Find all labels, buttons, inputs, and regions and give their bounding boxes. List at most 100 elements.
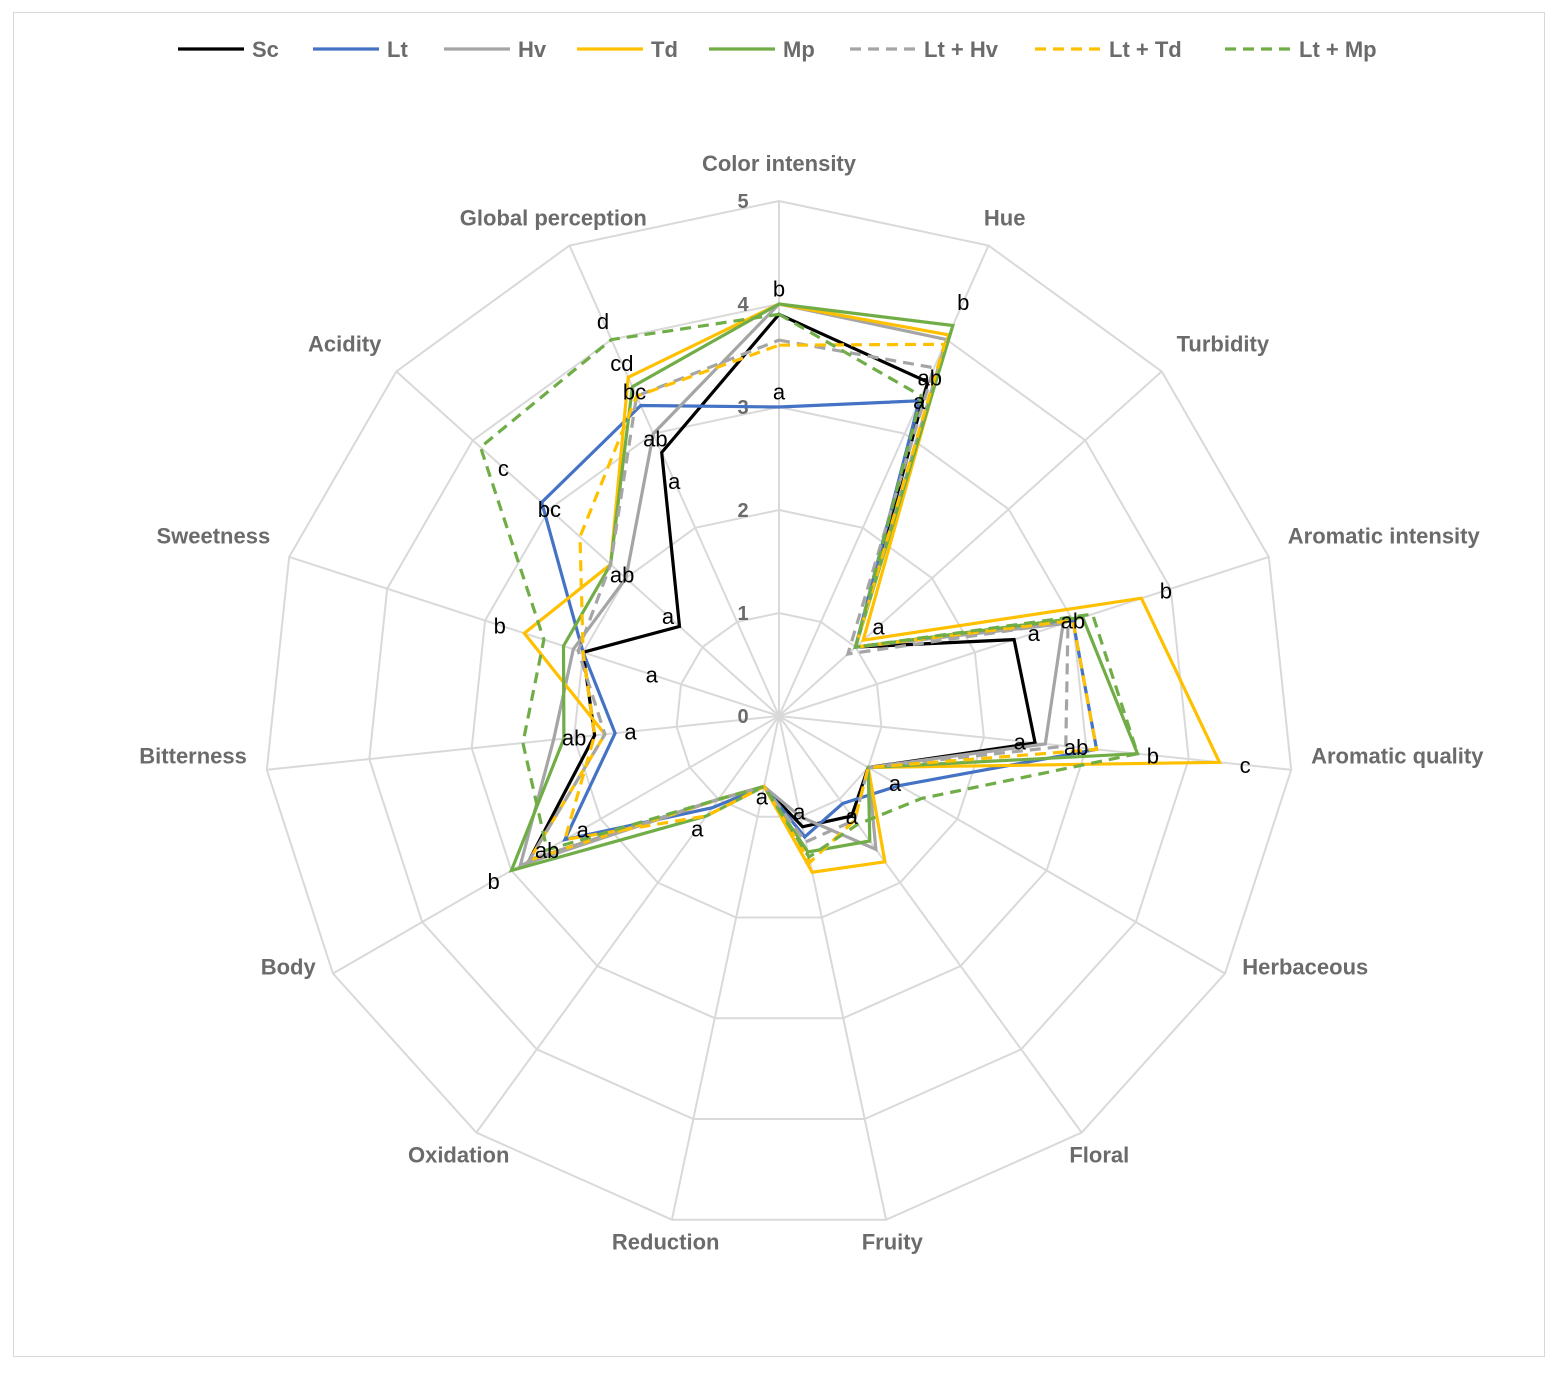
tick-label-4: 4 <box>737 294 749 316</box>
spoke-reduction <box>670 715 780 1220</box>
letter-hue-4: a <box>913 389 926 414</box>
spoke-aromatic-intensity <box>778 555 1270 717</box>
letter-sweetness-24: b <box>494 613 506 638</box>
letter-color-intensity-0: b <box>773 277 785 302</box>
axis-labels: Color intensity Hue Turbidity Aromatic inte… <box>139 151 1484 1255</box>
legend-label-lt-plus-hv: Lt + Hv <box>924 37 999 62</box>
letter-global-perception-30: ab <box>643 426 667 451</box>
letter-acidity-28: c <box>498 456 509 481</box>
spoke-fruity <box>778 715 888 1220</box>
letter-aromatic-quality-9: a <box>1014 729 1027 754</box>
axis-label-herbaceous: Herbaceous <box>1242 955 1368 980</box>
axis-label-oxidation: Oxidation <box>408 1143 509 1168</box>
legend-entry-lt-plus-hv: Lt + Hv <box>850 37 999 62</box>
grid-ring-5 <box>265 199 1293 1221</box>
series-lt-plus-mp <box>478 312 1140 860</box>
legend-label-lt: Lt <box>387 37 408 62</box>
letter-hue-3: ab <box>918 365 942 390</box>
axis-label-color-intensity: Color intensity <box>702 151 857 176</box>
axis-label-acidity: Acidity <box>308 331 382 356</box>
axis-label-floral: Floral <box>1069 1143 1129 1168</box>
legend-label-lt-plus-td: Lt + Td <box>1109 37 1182 62</box>
legend-entry-mp: Mp <box>709 37 815 62</box>
letter-sweetness-23: a <box>646 663 659 688</box>
letter-bitterness-22: ab <box>562 726 586 751</box>
spoke-turbidity <box>778 370 1163 717</box>
letter-turbidity-5: a <box>872 614 885 639</box>
letter-aromatic-intensity-8: a <box>1028 621 1041 646</box>
grid-ring-2 <box>573 508 985 919</box>
axis-label-aromatic-intensity: Aromatic intensity <box>1288 523 1481 548</box>
spoke-global-perception <box>568 245 780 717</box>
spoke-acidity <box>395 370 780 717</box>
letter-acidity-25: a <box>662 604 675 629</box>
axis-label-aromatic-quality: Aromatic quality <box>1311 744 1484 769</box>
legend-entry-lt-plus-td: Lt + Td <box>1035 37 1182 62</box>
legend-entry-sc: Sc <box>178 37 279 62</box>
letter-aromatic-quality-12: c <box>1240 753 1251 778</box>
letter-body-19: ab <box>535 838 559 863</box>
radar-grid <box>265 199 1293 1221</box>
axis-label-reduction: Reduction <box>612 1230 720 1255</box>
letter-global-perception-29: a <box>668 469 681 494</box>
chart-frame <box>13 12 1545 1357</box>
series-lt <box>539 399 1099 842</box>
series-lt-plus-hv <box>525 338 1070 864</box>
axis-label-global-perception: Global perception <box>460 206 647 231</box>
letter-fruity-15: a <box>793 800 806 825</box>
legend-label-hv: Hv <box>518 37 547 62</box>
letter-hue-2: b <box>957 290 969 315</box>
letter-herbaceous-13: a <box>889 771 902 796</box>
spoke-oxidation <box>475 715 780 1134</box>
series-mp <box>508 302 1140 873</box>
legend-entry-td: Td <box>577 37 678 62</box>
spoke-body <box>332 715 780 975</box>
letter-body-20: b <box>487 869 499 894</box>
spoke-herbaceous <box>778 715 1226 975</box>
tick-label-0: 0 <box>737 706 748 728</box>
series-lt-plus-td <box>562 342 1099 865</box>
letter-floral-14: a <box>846 804 859 829</box>
legend: Sc Lt Hv Td Mp Lt + Hv Lt + Td Lt + Mp <box>178 37 1377 62</box>
letter-aromatic-quality-11: b <box>1147 743 1159 768</box>
letter-oxidation-17: a <box>691 817 704 842</box>
legend-label-lt-plus-mp: Lt + Mp <box>1299 37 1377 62</box>
legend-entry-lt: Lt <box>313 37 408 62</box>
legend-label-mp: Mp <box>783 37 815 62</box>
tick-label-5: 5 <box>737 191 748 213</box>
letter-global-perception-31: bc <box>623 379 646 404</box>
spoke-bitterness <box>266 715 780 771</box>
series-td <box>522 302 1223 874</box>
letter-color-intensity-1: a <box>773 380 786 405</box>
series-sc <box>525 312 1038 863</box>
spoke-hue <box>778 245 990 717</box>
legend-label-td: Td <box>651 37 678 62</box>
legend-entry-lt-plus-mp: Lt + Mp <box>1225 37 1377 62</box>
letter-bitterness-21: a <box>624 720 637 745</box>
letter-reduction-16: a <box>756 785 769 810</box>
axis-label-bitterness: Bitterness <box>139 744 247 769</box>
spoke-floral <box>778 715 1083 1134</box>
axis-label-hue: Hue <box>984 206 1026 231</box>
letter-global-perception-33: d <box>597 309 609 334</box>
letter-body-18: a <box>577 817 590 842</box>
letter-acidity-27: bc <box>538 497 561 522</box>
axis-label-turbidity: Turbidity <box>1177 331 1270 356</box>
letter-aromatic-quality-10: ab <box>1064 735 1088 760</box>
data-series <box>478 302 1223 874</box>
tick-label-1: 1 <box>737 603 748 625</box>
grid-ring-3 <box>470 405 1088 1020</box>
letter-global-perception-32: cd <box>610 351 633 376</box>
axis-label-sweetness: Sweetness <box>156 523 270 548</box>
axis-label-fruity: Fruity <box>862 1230 924 1255</box>
spoke-sweetness <box>288 555 780 717</box>
letter-aromatic-intensity-6: ab <box>1061 609 1085 634</box>
letter-acidity-26: ab <box>610 563 634 588</box>
legend-label-sc: Sc <box>252 37 279 62</box>
grid-ring-4 <box>368 302 1190 1120</box>
letter-aromatic-intensity-7: b <box>1160 578 1172 603</box>
tick-label-2: 2 <box>737 500 748 522</box>
grid-ring-1 <box>675 611 883 818</box>
